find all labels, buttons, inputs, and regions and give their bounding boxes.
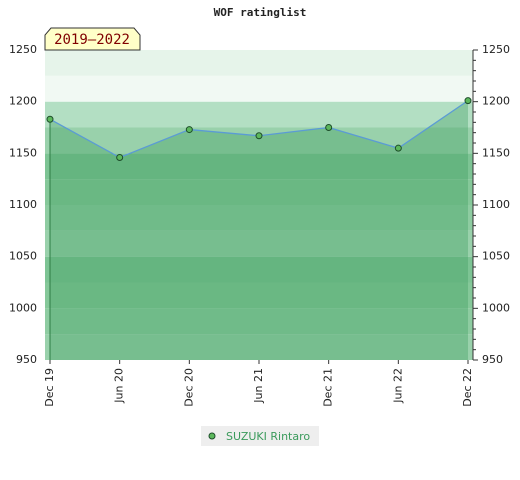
y-tick-label: 1050 [9, 250, 37, 263]
y2-tick-label: 1100 [482, 198, 510, 211]
x-tick-label: Jun 22 [391, 368, 404, 404]
point [116, 153, 124, 161]
x-tick-label: Dec 22 [461, 368, 474, 407]
chart-title: WOF ratinglist [214, 6, 307, 19]
point [255, 132, 263, 140]
y-tick-label: 1250 [9, 43, 37, 56]
legend-marker [208, 432, 216, 440]
x-tick-label: Jun 20 [113, 368, 126, 404]
y2-tick-label: 1150 [482, 146, 510, 159]
y-tick-label: 1100 [9, 198, 37, 211]
y-tick-label: 1000 [9, 301, 37, 314]
y2-tick-label: 1050 [482, 250, 510, 263]
band [45, 308, 473, 335]
y2-tick-label: 1000 [482, 301, 510, 314]
plot-area [45, 50, 473, 360]
band [45, 205, 473, 231]
point [325, 124, 333, 131]
x-tick-label: Dec 19 [43, 368, 56, 407]
band [45, 256, 473, 283]
annotation: 2019–2022 [54, 32, 130, 48]
band [45, 282, 473, 309]
y2-tick-label: 1250 [482, 43, 510, 56]
point [394, 144, 402, 152]
point [464, 97, 472, 105]
y2-tick-label: 950 [482, 353, 503, 366]
y-tick-label: 1200 [9, 95, 37, 108]
point [185, 126, 193, 134]
band [45, 334, 473, 360]
band [45, 230, 473, 257]
annotation-box [44, 27, 141, 51]
y2-tick-label: 1200 [482, 95, 510, 108]
band [45, 101, 473, 128]
legend-label: SUZUKI Rintaro [226, 430, 310, 443]
area-fill [50, 100, 468, 360]
x-tick-label: Dec 20 [182, 368, 195, 407]
band [45, 50, 473, 76]
point [46, 115, 54, 123]
y-tick-label: 950 [16, 353, 37, 366]
x-tick-label: Jun 21 [252, 368, 265, 404]
band [45, 75, 473, 102]
legend-box [201, 426, 319, 446]
band [45, 179, 473, 205]
x-tick-label: Dec 21 [322, 368, 335, 407]
y-tick-label: 1150 [9, 146, 37, 159]
